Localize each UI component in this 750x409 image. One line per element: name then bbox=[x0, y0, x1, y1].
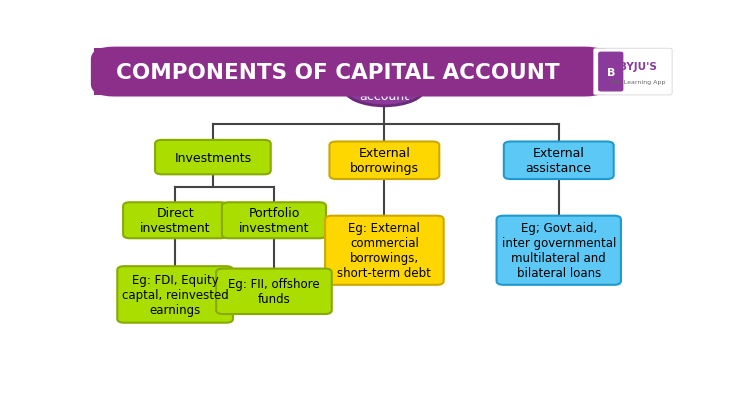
Text: BYJU'S: BYJU'S bbox=[620, 62, 657, 72]
FancyBboxPatch shape bbox=[329, 142, 440, 180]
FancyBboxPatch shape bbox=[155, 141, 271, 175]
FancyBboxPatch shape bbox=[594, 49, 672, 96]
FancyBboxPatch shape bbox=[496, 216, 621, 285]
Ellipse shape bbox=[344, 70, 425, 107]
Bar bbox=[94, 49, 605, 96]
Text: The Learning App: The Learning App bbox=[610, 79, 666, 84]
Bar bbox=[94, 49, 384, 96]
Text: Direct
investment: Direct investment bbox=[140, 207, 210, 235]
Text: Investments: Investments bbox=[174, 151, 251, 164]
FancyBboxPatch shape bbox=[222, 203, 326, 239]
FancyBboxPatch shape bbox=[325, 216, 444, 285]
Text: Eg: FDI, Equity
captal, reinvested
earnings: Eg: FDI, Equity captal, reinvested earni… bbox=[122, 273, 229, 316]
Text: Eg: External
commercial
borrowings,
short-term debt: Eg: External commercial borrowings, shor… bbox=[338, 222, 431, 280]
Text: Portfolio
investment: Portfolio investment bbox=[238, 207, 309, 235]
FancyBboxPatch shape bbox=[504, 142, 614, 180]
FancyBboxPatch shape bbox=[117, 267, 233, 323]
Text: Capital
account: Capital account bbox=[359, 74, 410, 102]
Text: COMPONENTS OF CAPITAL ACCOUNT: COMPONENTS OF CAPITAL ACCOUNT bbox=[116, 63, 560, 82]
Text: External
assistance: External assistance bbox=[526, 147, 592, 175]
Text: Eg; Govt.aid,
inter governmental
multilateral and
bilateral loans: Eg; Govt.aid, inter governmental multila… bbox=[502, 222, 616, 280]
FancyBboxPatch shape bbox=[216, 269, 332, 314]
FancyBboxPatch shape bbox=[598, 53, 622, 92]
Text: B: B bbox=[607, 67, 615, 77]
FancyBboxPatch shape bbox=[91, 47, 608, 97]
Text: External
borrowings: External borrowings bbox=[350, 147, 418, 175]
Text: Eg: FII, offshore
funds: Eg: FII, offshore funds bbox=[228, 278, 320, 306]
FancyBboxPatch shape bbox=[123, 203, 227, 239]
